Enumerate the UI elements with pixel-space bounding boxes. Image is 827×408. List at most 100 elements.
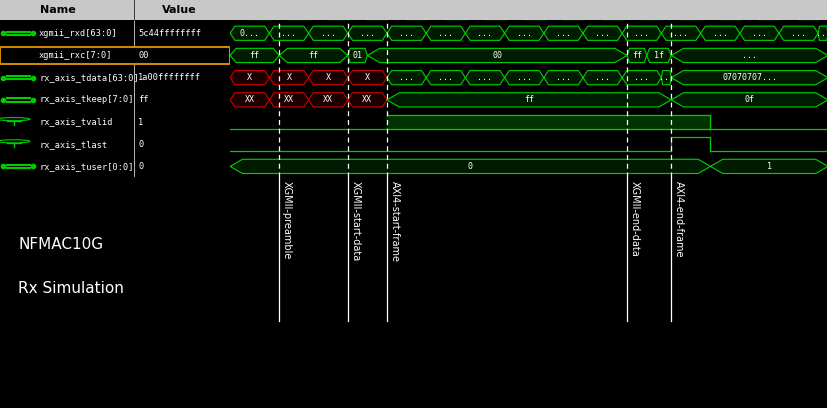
Polygon shape <box>367 49 626 62</box>
Polygon shape <box>269 93 308 107</box>
Text: 1: 1 <box>766 162 771 171</box>
Text: XX: XX <box>362 95 372 104</box>
Polygon shape <box>308 71 347 85</box>
Text: Name: Name <box>40 0 75 4</box>
Text: rx_axis_tuser[0:0]: rx_axis_tuser[0:0] <box>39 162 133 171</box>
Polygon shape <box>671 49 827 62</box>
Text: ...: ... <box>790 29 805 38</box>
Text: 01: 01 <box>352 51 362 60</box>
Text: X: X <box>365 73 370 82</box>
Polygon shape <box>543 26 582 40</box>
Text: 0: 0 <box>138 162 143 171</box>
Polygon shape <box>426 71 465 85</box>
Text: rx_axis_tkeep[7:0]: rx_axis_tkeep[7:0] <box>39 95 133 104</box>
Polygon shape <box>308 93 347 107</box>
Text: XGMII-start-data: XGMII-start-data <box>350 181 360 262</box>
Polygon shape <box>230 26 269 40</box>
Text: 0: 0 <box>138 140 143 149</box>
Text: X: X <box>247 73 252 82</box>
Text: ...: ... <box>555 29 570 38</box>
Polygon shape <box>269 26 308 40</box>
Polygon shape <box>543 71 582 85</box>
Text: XX: XX <box>245 95 255 104</box>
Text: XGMII-preamble: XGMII-preamble <box>281 181 291 259</box>
Text: XX: XX <box>284 95 294 104</box>
Polygon shape <box>621 71 661 85</box>
Text: rx_axis_tvalid: rx_axis_tvalid <box>39 118 112 126</box>
Text: ...: ... <box>477 29 492 38</box>
Text: 00: 00 <box>138 51 148 60</box>
Polygon shape <box>347 49 367 62</box>
Text: ...: ... <box>815 29 827 38</box>
Text: 07070707...: 07070707... <box>721 73 777 82</box>
Text: xgmii_rxd[63:0]: xgmii_rxd[63:0] <box>39 29 117 38</box>
Bar <box>0 47 230 64</box>
Text: ...: ... <box>741 51 756 60</box>
Polygon shape <box>582 26 621 40</box>
Polygon shape <box>621 26 661 40</box>
Polygon shape <box>582 71 621 85</box>
Polygon shape <box>504 71 543 85</box>
Polygon shape <box>230 49 279 62</box>
Polygon shape <box>661 71 671 85</box>
Polygon shape <box>230 71 269 85</box>
Text: 0: 0 <box>138 7 143 16</box>
Text: ...: ... <box>751 29 766 38</box>
Text: Latency: Latency <box>342 395 392 408</box>
Text: ...: ... <box>633 29 648 38</box>
Text: ...: ... <box>399 73 414 82</box>
Text: ...: ... <box>595 29 609 38</box>
Text: AXI4-end-frame: AXI4-end-frame <box>673 181 683 258</box>
Text: ...: ... <box>516 73 531 82</box>
Text: ff: ff <box>308 51 318 60</box>
Polygon shape <box>347 71 386 85</box>
Text: 1a00ffffffff: 1a00ffffffff <box>138 73 201 82</box>
Text: Rx Simulation: Rx Simulation <box>18 281 124 296</box>
Text: ...: ... <box>516 29 531 38</box>
Text: ff: ff <box>138 95 148 104</box>
Text: X: X <box>325 73 330 82</box>
Text: rx_axis_tdata[63:0]: rx_axis_tdata[63:0] <box>39 73 139 82</box>
Text: 1: 1 <box>138 118 143 126</box>
Polygon shape <box>386 93 671 107</box>
Polygon shape <box>739 26 778 40</box>
Text: ...: ... <box>633 73 648 82</box>
Polygon shape <box>386 26 426 40</box>
Text: 00: 00 <box>491 51 502 60</box>
Text: ...: ... <box>320 29 335 38</box>
Polygon shape <box>386 71 426 85</box>
Polygon shape <box>817 26 827 40</box>
Text: ff: ff <box>631 51 641 60</box>
Text: 0f: 0f <box>743 95 753 104</box>
Text: ...: ... <box>360 29 375 38</box>
Text: ...: ... <box>477 73 492 82</box>
Text: AXI4-start-frame: AXI4-start-frame <box>389 181 399 262</box>
Polygon shape <box>465 71 504 85</box>
Polygon shape <box>308 26 347 40</box>
Polygon shape <box>626 49 646 62</box>
Polygon shape <box>710 159 827 173</box>
Text: ...: ... <box>595 73 609 82</box>
Text: ...: ... <box>658 73 673 82</box>
Text: ...: ... <box>555 73 570 82</box>
Text: 1f: 1f <box>653 51 663 60</box>
Polygon shape <box>661 26 700 40</box>
Text: ...: ... <box>672 29 688 38</box>
Text: ff: ff <box>250 51 260 60</box>
Text: clk: clk <box>39 7 55 16</box>
Polygon shape <box>426 26 465 40</box>
Polygon shape <box>230 159 710 173</box>
Text: Name: Name <box>40 5 75 15</box>
Polygon shape <box>778 26 817 40</box>
Text: Rx: Rx <box>359 377 375 390</box>
Text: ...: ... <box>712 29 727 38</box>
Text: NFMAC10G: NFMAC10G <box>18 237 103 252</box>
Text: rx_axis_tlast: rx_axis_tlast <box>39 140 108 149</box>
Polygon shape <box>671 93 827 107</box>
Text: Value: Value <box>162 0 197 4</box>
Text: xgmii_rxc[7:0]: xgmii_rxc[7:0] <box>39 51 112 60</box>
Text: Value: Value <box>162 5 197 15</box>
Text: ...: ... <box>399 29 414 38</box>
Polygon shape <box>700 26 739 40</box>
Text: 5c44ffffffff: 5c44ffffffff <box>138 29 201 38</box>
